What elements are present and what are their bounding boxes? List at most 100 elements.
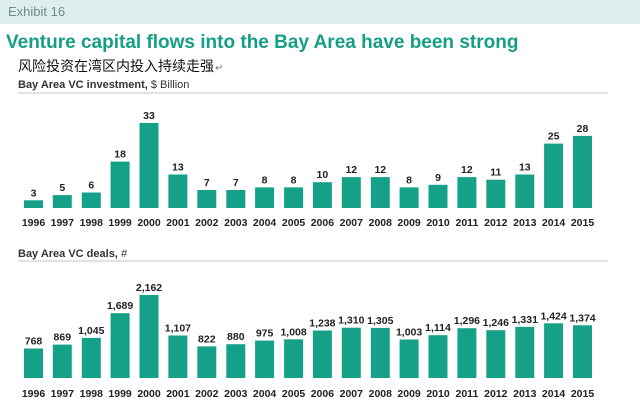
- investment-x-tick-label: 1996: [22, 217, 46, 229]
- investment-x-tick-label: 1999: [108, 217, 132, 229]
- investment-value-label: 11: [490, 167, 501, 179]
- investment-bar: [255, 187, 275, 208]
- investment-bar: [370, 177, 390, 208]
- investment-bar: [24, 200, 43, 208]
- investment-x-tick-label: 1997: [51, 217, 75, 229]
- investment-value-label: 12: [461, 164, 473, 176]
- deals-bar: [428, 335, 448, 378]
- investment-value-label: 12: [345, 164, 357, 176]
- investment-x-tick-label: 2010: [426, 217, 450, 229]
- deals-x-tick-label: 2014: [542, 388, 566, 400]
- investment-x-tick-label: 2004: [253, 217, 277, 229]
- investment-bar: [573, 135, 592, 208]
- deals-x-tick-label: 2015: [571, 388, 595, 400]
- deals-value-label: 1,424: [540, 310, 566, 322]
- investment-x-tick-label: 2013: [513, 217, 537, 229]
- deals-x-tick-label: 2013: [513, 388, 537, 400]
- investment-x-tick-label: 2008: [369, 217, 393, 229]
- deals-value-label: 869: [54, 332, 72, 344]
- deals-value-label: 1,107: [165, 323, 191, 335]
- investment-x-tick-label: 2009: [397, 217, 421, 229]
- investment-chart-title-text: Bay Area VC investment,: [18, 79, 148, 91]
- deals-bar: [81, 337, 101, 378]
- deals-x-tick-label: 2008: [369, 388, 393, 400]
- investment-bar: [544, 143, 564, 208]
- investment-bar: [284, 187, 304, 208]
- investment-bar: [486, 179, 506, 208]
- deals-value-label: 1,374: [569, 312, 595, 324]
- investment-value-label: 12: [374, 164, 386, 176]
- deals-bar: [399, 339, 419, 378]
- investment-x-tick-label: 2014: [542, 217, 566, 229]
- deals-bar: [284, 339, 304, 378]
- investment-chart-title: Bay Area VC investment, $ Billion: [18, 79, 189, 91]
- investment-bar: [457, 177, 477, 208]
- exhibit-band: Exhibit 16: [0, 0, 640, 24]
- deals-x-tick-label: 2009: [397, 388, 421, 400]
- deals-bar: [226, 344, 246, 378]
- deals-x-tick-label: 1998: [80, 388, 104, 400]
- investment-value-label: 33: [143, 110, 155, 122]
- deals-x-tick-label: 2011: [456, 388, 479, 400]
- deals-value-label: 822: [198, 333, 216, 345]
- deals-value-label: 2,162: [136, 282, 162, 294]
- investment-bar: [197, 190, 217, 208]
- deals-bar: [110, 313, 130, 378]
- deals-chart-title: Bay Area VC deals, #: [18, 248, 127, 260]
- deals-value-label: 1,689: [107, 300, 133, 312]
- exhibit-label: Exhibit 16: [8, 4, 66, 19]
- investment-bar: [168, 174, 188, 208]
- deals-x-tick-label: 2000: [137, 388, 161, 400]
- investment-bar: [341, 177, 361, 208]
- investment-x-tick-label: 2003: [224, 217, 248, 229]
- investment-value-label: 25: [548, 131, 560, 143]
- investment-value-label: 13: [172, 162, 184, 174]
- deals-value-label: 1,310: [338, 315, 364, 327]
- deals-x-tick-label: 2005: [282, 388, 306, 400]
- deals-value-label: 768: [25, 336, 43, 348]
- deals-bar-chart: 768 1996 869 1997 1,045 1998 1,689 1999 2,162 200…: [18, 260, 608, 400]
- investment-value-label: 9: [435, 172, 441, 184]
- investment-value-label: 8: [291, 174, 297, 186]
- investment-bar: [428, 184, 448, 208]
- deals-value-label: 1,003: [396, 327, 422, 339]
- investment-value-label: 5: [59, 182, 65, 194]
- deals-value-label: 1,305: [367, 315, 393, 327]
- deals-value-label: 1,246: [483, 317, 509, 329]
- deals-chart-unit: #: [120, 248, 128, 260]
- investment-x-tick-label: 2005: [282, 217, 306, 229]
- investment-bar: [81, 192, 101, 208]
- investment-value-label: 8: [262, 174, 268, 186]
- investment-x-tick-label: 2006: [311, 217, 335, 229]
- deals-bar: [24, 348, 43, 378]
- deals-bar: [341, 327, 361, 378]
- chart-headline: Venture capital flows into the Bay Area …: [6, 32, 519, 53]
- deals-value-label: 1,008: [280, 326, 306, 338]
- investment-bar: [139, 123, 159, 208]
- investment-bar: [399, 187, 419, 208]
- investment-bar-chart: 3 1996 5 1997 6 1998 18 1999 33 2000 13 2001 7 2002 7 2…: [18, 92, 608, 229]
- deals-bar: [312, 330, 332, 378]
- deals-x-tick-label: 2007: [340, 388, 364, 400]
- investment-bar: [515, 174, 535, 208]
- deals-x-tick-label: 2012: [484, 388, 508, 400]
- chinese-subtitle-text: 风险投资在湾区内投入持续走强: [18, 58, 214, 74]
- deals-value-label: 880: [227, 331, 245, 343]
- deals-chart-title-text: Bay Area VC deals,: [18, 248, 118, 260]
- deals-value-label: 1,114: [425, 322, 451, 334]
- deals-x-tick-label: 2010: [426, 388, 450, 400]
- deals-bar: [197, 346, 217, 378]
- deals-bar: [255, 340, 275, 378]
- deals-bar: [168, 335, 188, 378]
- deals-value-label: 1,045: [78, 325, 104, 337]
- investment-value-label: 8: [406, 174, 412, 186]
- investment-value-label: 6: [88, 180, 94, 192]
- deals-bar: [544, 323, 564, 378]
- investment-x-tick-label: 2015: [571, 217, 595, 229]
- deals-bar: [486, 330, 506, 378]
- deals-x-tick-label: 2004: [253, 388, 277, 400]
- investment-x-tick-label: 1998: [80, 217, 104, 229]
- investment-bar: [52, 195, 72, 208]
- investment-value-label: 13: [519, 162, 531, 174]
- deals-bar: [52, 344, 72, 378]
